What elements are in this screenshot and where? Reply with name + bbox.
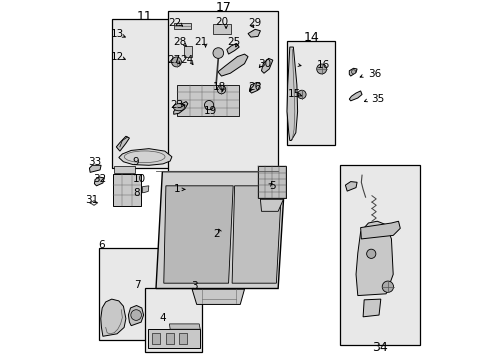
Text: 26: 26 <box>248 82 261 93</box>
Circle shape <box>171 57 181 67</box>
Text: 30: 30 <box>258 59 271 69</box>
Text: 33: 33 <box>87 157 101 167</box>
Text: 36: 36 <box>367 69 381 79</box>
Ellipse shape <box>173 104 184 111</box>
Text: 32: 32 <box>93 174 106 184</box>
Text: 7: 7 <box>134 280 140 290</box>
Text: 14: 14 <box>303 31 318 44</box>
Bar <box>168 10 278 172</box>
Polygon shape <box>101 299 125 336</box>
Polygon shape <box>204 103 213 110</box>
Bar <box>173 23 191 29</box>
Polygon shape <box>260 199 283 211</box>
Text: 35: 35 <box>370 94 384 104</box>
Bar <box>99 248 166 340</box>
Circle shape <box>316 64 326 74</box>
Polygon shape <box>169 324 200 329</box>
Polygon shape <box>163 186 233 283</box>
Polygon shape <box>173 102 187 114</box>
Polygon shape <box>94 177 104 186</box>
Polygon shape <box>249 82 260 93</box>
Text: 1: 1 <box>174 184 180 194</box>
Text: 11: 11 <box>137 10 152 23</box>
Circle shape <box>217 85 225 94</box>
Polygon shape <box>148 329 200 348</box>
Text: 27: 27 <box>167 55 180 65</box>
Text: 3: 3 <box>191 281 198 291</box>
Polygon shape <box>116 136 129 151</box>
Text: 4: 4 <box>159 312 165 323</box>
Polygon shape <box>128 306 143 326</box>
Text: 34: 34 <box>371 342 387 355</box>
Bar <box>145 288 202 352</box>
Polygon shape <box>247 29 260 37</box>
Polygon shape <box>345 181 356 191</box>
Text: 16: 16 <box>317 60 330 70</box>
Polygon shape <box>156 172 285 288</box>
Text: 21: 21 <box>194 37 207 48</box>
Text: 9: 9 <box>132 157 139 167</box>
Bar <box>114 166 135 174</box>
Bar <box>113 174 141 206</box>
Text: 8: 8 <box>133 188 140 198</box>
Text: 24: 24 <box>180 55 193 65</box>
Text: 13: 13 <box>110 29 123 39</box>
Text: 12: 12 <box>110 51 123 62</box>
Polygon shape <box>218 54 247 76</box>
Text: 23: 23 <box>169 100 183 110</box>
Polygon shape <box>348 91 361 101</box>
Text: 29: 29 <box>248 18 261 28</box>
Text: 15: 15 <box>287 90 300 99</box>
Bar <box>184 46 192 57</box>
Text: 28: 28 <box>173 37 186 48</box>
Text: 5: 5 <box>268 181 275 191</box>
Bar <box>152 333 160 345</box>
Circle shape <box>297 90 305 99</box>
Polygon shape <box>261 58 272 73</box>
Text: 6: 6 <box>98 240 105 250</box>
Text: 22: 22 <box>167 18 181 28</box>
Polygon shape <box>89 165 101 172</box>
Polygon shape <box>348 68 356 76</box>
Text: 2: 2 <box>212 229 219 239</box>
Circle shape <box>213 48 223 58</box>
Text: 10: 10 <box>132 174 145 184</box>
Bar <box>286 41 334 145</box>
Bar <box>179 333 187 345</box>
Text: 19: 19 <box>204 107 217 117</box>
Bar <box>111 19 177 168</box>
Text: 25: 25 <box>227 37 240 48</box>
Bar <box>177 85 239 116</box>
Bar <box>165 333 173 345</box>
Circle shape <box>204 100 213 110</box>
Bar <box>212 24 230 34</box>
Polygon shape <box>119 149 172 165</box>
Circle shape <box>382 281 393 292</box>
Text: 18: 18 <box>213 82 226 93</box>
Polygon shape <box>286 47 297 140</box>
Circle shape <box>366 249 375 258</box>
Bar <box>339 165 419 345</box>
Text: 17: 17 <box>215 1 231 14</box>
Circle shape <box>131 310 141 320</box>
Polygon shape <box>360 221 400 239</box>
Polygon shape <box>355 221 392 296</box>
Text: 31: 31 <box>85 195 98 205</box>
Polygon shape <box>192 289 244 305</box>
Circle shape <box>351 70 355 74</box>
Bar <box>258 166 285 198</box>
Polygon shape <box>226 44 239 54</box>
Text: 20: 20 <box>215 17 227 27</box>
Polygon shape <box>363 299 380 317</box>
Polygon shape <box>142 186 149 193</box>
Polygon shape <box>232 186 281 283</box>
